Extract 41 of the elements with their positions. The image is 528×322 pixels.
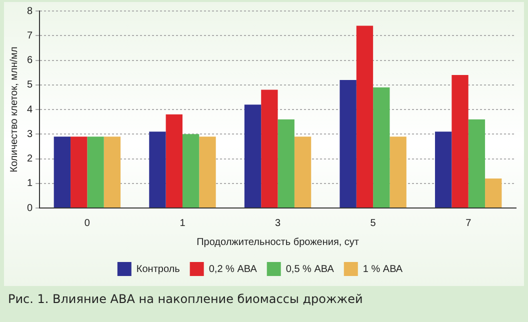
y-tick-label: 2 xyxy=(27,154,33,164)
bar xyxy=(435,132,452,208)
y-axis-title: Количество клеток, млн/мл xyxy=(8,46,20,172)
y-tick-label: 1 xyxy=(27,178,33,190)
bar xyxy=(104,136,121,208)
bar xyxy=(70,136,88,208)
x-tick-label: 0 xyxy=(84,218,90,229)
x-tick-label: 1 xyxy=(180,218,186,229)
bar xyxy=(390,136,406,208)
legend-label: 0,5 % АВА xyxy=(286,264,334,275)
bar xyxy=(149,132,166,208)
bar xyxy=(166,114,182,208)
y-tick-label: 0 xyxy=(27,202,33,214)
bar xyxy=(199,136,216,208)
x-tick-label: 5 xyxy=(370,218,376,229)
bar xyxy=(485,178,502,208)
y-tick-label: 8 xyxy=(27,6,33,17)
legend-label: 0,2 % АВА xyxy=(208,264,258,275)
bar xyxy=(278,119,294,208)
bar xyxy=(356,26,374,208)
text: Рис. 1. Влияние АВА на накопление биомассы дрожжей xyxy=(8,292,363,306)
legend-label: 1 % АВА xyxy=(362,264,403,275)
y-tick-label: 6 xyxy=(27,55,33,66)
bar xyxy=(468,119,486,208)
bar xyxy=(340,80,356,208)
bar xyxy=(182,134,200,208)
bar xyxy=(261,90,278,208)
x-tick-label: 3 xyxy=(275,218,281,229)
bar xyxy=(244,104,262,208)
y-tick-label: 3 xyxy=(27,128,33,140)
y-tick-label: 7 xyxy=(27,30,33,42)
y-tick-label: 4 xyxy=(27,104,33,116)
x-tick-label: 7 xyxy=(466,218,472,229)
bar xyxy=(294,136,312,208)
x-axis-title: Продолжительность брожения, сут xyxy=(196,236,360,248)
bar xyxy=(373,87,390,208)
bar xyxy=(452,75,468,208)
legend-label: Контроль xyxy=(136,264,180,275)
bar xyxy=(87,136,104,208)
y-tick-label: 5 xyxy=(27,80,33,91)
bar xyxy=(54,136,71,208)
